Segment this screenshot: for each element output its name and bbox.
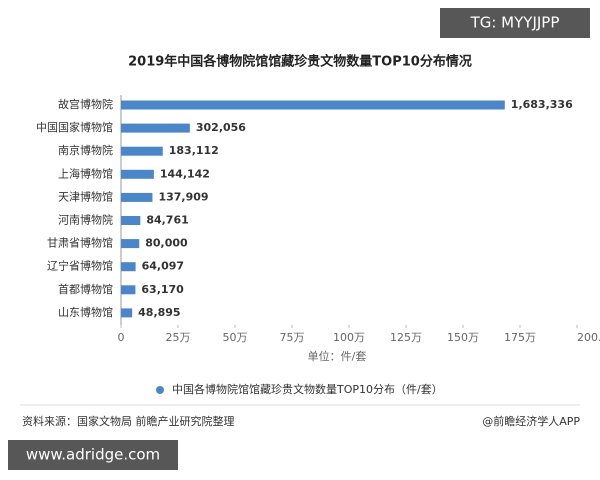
data-label: 80,000 — [145, 237, 188, 250]
data-label: 64,097 — [142, 260, 184, 273]
y-tick-label: 天津博物馆 — [58, 189, 113, 203]
bar — [121, 100, 505, 110]
chart-title: 2019年中国各博物院馆馆藏珍贵文物数量TOP10分布情况 — [128, 54, 472, 70]
x-tick-label: 0 — [118, 331, 125, 344]
bar — [121, 285, 136, 295]
y-tick-label: 甘肃省博物馆 — [47, 236, 113, 250]
brand: @前瞻经济学人APP — [482, 414, 580, 428]
bar — [121, 169, 154, 179]
data-label: 63,170 — [141, 283, 184, 296]
watermark: www.adridge.com — [26, 446, 160, 464]
x-tick-label: 200... — [577, 331, 600, 344]
bar — [121, 146, 163, 156]
watermark-box — [8, 440, 178, 470]
bar — [121, 239, 140, 249]
y-tick-label: 南京博物院 — [58, 143, 113, 157]
x-axis-label: 单位：件/套 — [308, 349, 367, 363]
x-tick-label: 150万 — [447, 331, 479, 344]
y-tick-label: 河南博物院 — [58, 213, 113, 227]
x-tick-label: 75万 — [280, 331, 305, 344]
x-tick-label: 50万 — [223, 331, 248, 344]
y-tick-label: 故宫博物院 — [58, 97, 113, 111]
x-tick-label: 25万 — [166, 331, 191, 344]
x-tick-label: 175万 — [504, 331, 536, 344]
data-label: 302,056 — [196, 121, 246, 134]
data-label: 84,761 — [146, 214, 188, 227]
bar — [121, 123, 190, 133]
y-tick-label: 中国国家博物馆 — [36, 120, 113, 134]
legend-label: 中国各博物院馆馆藏珍贵文物数量TOP10分布（件/套） — [172, 382, 443, 396]
watermark: TG: MYYJJPP — [470, 14, 560, 32]
data-label: 1,683,336 — [511, 98, 573, 111]
y-tick-label: 山东博物馆 — [58, 305, 113, 319]
source: 资料来源：国家文物局 前瞻产业研究院整理 — [22, 414, 235, 428]
y-tick-label: 辽宁省博物馆 — [47, 259, 113, 273]
x-tick-label: 125万 — [390, 331, 422, 344]
x-tick-label: 100万 — [333, 331, 365, 344]
bar — [121, 216, 141, 225]
data-label: 144,142 — [160, 167, 210, 180]
legend-swatch — [156, 386, 164, 394]
bar — [121, 308, 133, 318]
data-label: 48,895 — [138, 306, 180, 319]
bar — [121, 262, 136, 272]
bar — [121, 192, 153, 202]
data-label: 137,909 — [158, 190, 208, 203]
data-label: 183,112 — [169, 144, 219, 157]
watermark-box — [440, 8, 590, 38]
y-tick-label: 上海博物馆 — [58, 166, 113, 180]
y-tick-label: 首都博物馆 — [58, 282, 113, 296]
